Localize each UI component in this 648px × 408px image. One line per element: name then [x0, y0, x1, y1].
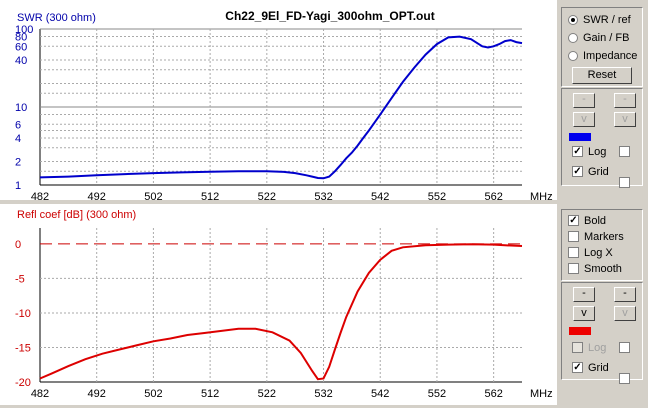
logx-check[interactable] [568, 247, 579, 258]
swr-series-line [39, 35, 523, 180]
logx-label: Log X [584, 246, 613, 259]
swr-grid-right-checkbox[interactable] [619, 177, 630, 188]
refl-y-tick-label: -20 [15, 377, 31, 389]
refl-x-tick-label: 502 [144, 388, 162, 400]
swr-grid-checkbox[interactable]: ✓ Grid [572, 164, 609, 179]
swr-log-label: Log [588, 145, 607, 158]
refl-x-unit-label: MHz [530, 388, 553, 400]
swr-log-checkbox[interactable]: ✓ Log [572, 144, 606, 159]
smooth-label: Smooth [584, 262, 622, 275]
refl-scale-panel: - - v v Log ✓ Grid [561, 282, 643, 384]
radio-gain[interactable]: Gain / FB [568, 30, 629, 45]
swr-y-tick-label: 4 [15, 133, 21, 145]
refl-scale-up-left-button[interactable]: - [573, 287, 595, 302]
refl-x-tick-label: 532 [314, 388, 332, 400]
swr-grid-label: Grid [588, 165, 609, 178]
refl-grid-label: Grid [588, 361, 609, 374]
refl-x-tick-label: 562 [484, 388, 502, 400]
refl-x-tick-label: 512 [201, 388, 219, 400]
refl-y-tick-label: -10 [15, 308, 31, 320]
smooth-checkbox[interactable]: Smooth [568, 261, 622, 276]
markers-checkbox[interactable]: Markers [568, 229, 624, 244]
smooth-check[interactable] [568, 263, 579, 274]
bold-checkbox[interactable]: ✓ Bold [568, 213, 606, 228]
chart-canvas: 482 492 502 512 522 532 542 552 5621008060401064… [0, 9, 557, 400]
plot-type-panel: SWR / ref Gain / FB Impedance Reset [561, 7, 643, 87]
swr-scale-up-right-button[interactable]: - [614, 93, 636, 108]
chart-divider [0, 200, 557, 204]
refl-series-line [39, 243, 523, 381]
refl-grid-checkbox[interactable]: ✓ Grid [572, 360, 609, 375]
refl-x-tick-label: 542 [371, 388, 389, 400]
swr-axis-label: SWR (300 ohm) [17, 12, 96, 24]
refl-scale-down-left-button[interactable]: v [573, 306, 595, 321]
swr-color-swatch[interactable] [569, 133, 591, 141]
radio-gain-label: Gain / FB [583, 31, 630, 44]
radio-gain-dot[interactable] [568, 32, 578, 43]
markers-check[interactable] [568, 231, 579, 242]
refl-x-tick-label: 492 [88, 388, 106, 400]
markers-label: Markers [584, 230, 624, 243]
bold-label: Bold [584, 214, 607, 227]
swr-y-tick-label: 100 [15, 24, 33, 36]
display-options-panel: ✓ Bold Markers Log X Smooth [561, 209, 643, 281]
swr-scale-panel: - - v v ✓ Log ✓ Grid [561, 88, 643, 188]
radio-swr-dot[interactable] [568, 14, 578, 25]
radio-impedance-label: Impedance [583, 49, 638, 62]
refl-y-tick-label: -5 [15, 273, 25, 285]
refl-x-tick-label: 552 [428, 388, 446, 400]
logx-checkbox[interactable]: Log X [568, 245, 613, 260]
radio-swr-label: SWR / ref [583, 13, 631, 26]
swr-scale-up-left-button[interactable]: - [573, 93, 595, 108]
swr-grid-check[interactable]: ✓ [572, 166, 583, 177]
refl-log-label: Log [588, 341, 607, 354]
swr-y-tick-label: 1 [15, 180, 21, 192]
refl-scale-up-right-button[interactable]: - [614, 287, 636, 302]
reset-button[interactable]: Reset [572, 67, 632, 84]
refl-color-swatch[interactable] [569, 327, 591, 335]
swr-log-check[interactable]: ✓ [572, 146, 583, 157]
swr-scale-down-right-button[interactable]: v [614, 112, 636, 127]
refl-axis-label: Refl coef [dB] (300 ohm) [17, 209, 136, 221]
refl-x-tick-label: 482 [31, 388, 49, 400]
refl-log-check[interactable] [572, 342, 583, 353]
refl-log-right-checkbox[interactable] [619, 342, 630, 353]
refl-x-tick-label: 522 [258, 388, 276, 400]
radio-impedance-dot[interactable] [568, 50, 578, 61]
swr-y-tick-label: 80 [15, 32, 27, 44]
swr-y-tick-label: 10 [15, 102, 27, 114]
swr-y-tick-label: 6 [15, 119, 21, 131]
bold-check[interactable]: ✓ [568, 215, 579, 226]
refl-y-tick-label: 0 [15, 239, 21, 251]
radio-impedance[interactable]: Impedance [568, 48, 637, 63]
radio-swr[interactable]: SWR / ref [568, 12, 631, 27]
refl-y-tick-label: -15 [15, 342, 31, 354]
swr-y-tick-label: 60 [15, 41, 27, 53]
refl-grid-right-checkbox[interactable] [619, 373, 630, 384]
swr-y-tick-label: 40 [15, 55, 27, 67]
refl-grid-check[interactable]: ✓ [572, 362, 583, 373]
plot-area: 482 492 502 512 522 532 542 552 562 100 80 60 40 10 6 4… [0, 0, 557, 405]
swr-scale-down-left-button[interactable]: v [573, 112, 595, 127]
refl-log-checkbox[interactable]: Log [572, 340, 606, 355]
swr-y-tick-label: 2 [15, 157, 21, 169]
refl-scale-down-right-button[interactable]: v [614, 306, 636, 321]
file-title: Ch22_9El_FD-Yagi_300ohm_OPT.out [225, 9, 434, 23]
swr-log-right-checkbox[interactable] [619, 146, 630, 157]
